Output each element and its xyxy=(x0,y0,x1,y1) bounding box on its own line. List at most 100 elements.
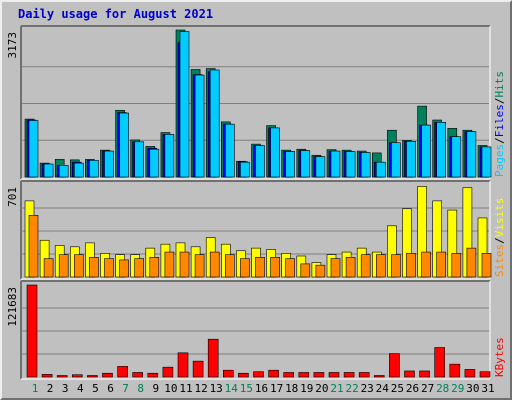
x-tick-label-1: 1 xyxy=(32,382,39,395)
bar-kbytes-day-14 xyxy=(223,369,234,378)
legend-entry-files: Files xyxy=(493,104,506,137)
x-tick-label-5: 5 xyxy=(92,382,99,395)
bar-sites-day-16 xyxy=(255,257,265,278)
bar-sites-day-23 xyxy=(360,254,371,278)
x-tick-label-19: 19 xyxy=(300,382,313,395)
bar-pages-day-20 xyxy=(315,156,326,178)
legend-separator: / xyxy=(493,137,506,144)
panel-background xyxy=(21,281,490,379)
x-tick-label-29: 29 xyxy=(451,382,464,395)
bar-sites-day-5 xyxy=(89,257,99,278)
x-tick-label-18: 18 xyxy=(285,382,298,395)
bar-sites-day-25 xyxy=(391,254,401,278)
bar-kbytes-day-1 xyxy=(26,284,38,378)
bar-pages-day-29 xyxy=(451,136,462,178)
bar-pages-day-24 xyxy=(375,161,386,178)
x-tick-label-7: 7 xyxy=(122,382,129,395)
bar-kbytes-day-5 xyxy=(87,375,98,378)
bar-pages-day-21 xyxy=(330,150,341,178)
bar-sites-day-9 xyxy=(149,257,160,278)
x-tick-label-31: 31 xyxy=(481,382,494,395)
bar-pages-day-31 xyxy=(481,146,492,178)
bar-sites-day-14 xyxy=(225,254,235,278)
bar-sites-day-18 xyxy=(285,258,296,278)
bar-sites-day-26 xyxy=(406,253,416,278)
bar-kbytes-day-12 xyxy=(192,360,204,378)
x-tick-label-4: 4 xyxy=(77,382,84,395)
bar-sites-day-19 xyxy=(300,263,311,278)
bar-pages-day-27 xyxy=(421,124,431,178)
bar-kbytes-day-10 xyxy=(162,366,174,378)
x-tick-label-21: 21 xyxy=(330,382,343,395)
bar-pages-day-19 xyxy=(300,150,311,178)
bar-pages-day-30 xyxy=(466,131,477,178)
y-max-label: 701 xyxy=(6,187,19,207)
bar-pages-day-11 xyxy=(179,31,190,178)
bar-pages-day-28 xyxy=(436,122,447,178)
bar-pages-day-5 xyxy=(89,160,99,178)
legend-entry-visits: Visits xyxy=(493,198,506,238)
bar-sites-day-31 xyxy=(481,253,492,278)
legend-visits-sites: Sites/Visits xyxy=(493,198,506,278)
bar-kbytes-day-19 xyxy=(298,372,310,378)
legend-hits-files-pages: Pages/Files/Hits xyxy=(493,71,506,177)
bar-sites-day-4 xyxy=(74,254,84,278)
bar-sites-day-15 xyxy=(240,258,250,278)
bar-pages-day-4 xyxy=(74,162,84,178)
bar-pages-day-8 xyxy=(134,141,144,178)
bar-sites-day-6 xyxy=(104,258,114,278)
bar-sites-day-29 xyxy=(451,253,462,278)
bar-pages-day-14 xyxy=(225,123,235,178)
bar-kbytes-day-15 xyxy=(238,372,249,378)
bar-pages-day-26 xyxy=(406,141,416,178)
bar-kbytes-day-27 xyxy=(419,370,430,378)
bar-sites-day-11 xyxy=(179,251,190,278)
bar-pages-day-18 xyxy=(285,151,296,178)
x-tick-label-22: 22 xyxy=(345,382,358,395)
chart-title: Daily usage for August 2021 xyxy=(18,7,214,21)
bar-pages-day-9 xyxy=(149,148,160,178)
bar-sites-day-7 xyxy=(119,259,129,278)
legend-kbytes: KBytes xyxy=(493,337,506,377)
x-tick-label-6: 6 xyxy=(107,382,114,395)
bar-sites-day-28 xyxy=(436,251,447,278)
bar-pages-day-1 xyxy=(28,120,39,178)
bar-pages-day-13 xyxy=(209,69,220,178)
bar-pages-day-17 xyxy=(270,127,280,178)
x-tick-label-12: 12 xyxy=(194,382,207,395)
bar-pages-day-15 xyxy=(240,161,250,178)
bar-sites-day-12 xyxy=(194,254,205,278)
legend-entry-kbytes: KBytes xyxy=(493,337,506,377)
bar-kbytes-day-22 xyxy=(343,372,355,378)
bar-pages-day-2 xyxy=(43,163,54,178)
bar-sites-day-8 xyxy=(134,258,144,278)
bar-kbytes-day-29 xyxy=(449,363,461,378)
bar-kbytes-day-17 xyxy=(268,369,279,378)
bar-kbytes-day-9 xyxy=(147,372,159,378)
legend-entry-sites: Sites xyxy=(493,244,506,277)
bar-kbytes-day-8 xyxy=(132,372,143,378)
x-tick-label-2: 2 xyxy=(47,382,54,395)
x-tick-label-8: 8 xyxy=(137,382,144,395)
x-tick-label-24: 24 xyxy=(376,382,390,395)
bar-kbytes-day-24 xyxy=(373,375,385,378)
bar-kbytes-day-30 xyxy=(464,369,476,378)
bar-sites-day-2 xyxy=(43,258,54,278)
bar-kbytes-day-13 xyxy=(207,338,219,378)
legend-separator: / xyxy=(493,237,506,244)
bar-sites-day-1 xyxy=(28,215,39,278)
bar-kbytes-day-28 xyxy=(434,347,446,378)
bar-kbytes-day-31 xyxy=(479,371,491,378)
x-tick-label-15: 15 xyxy=(240,382,253,395)
legend-entry-hits: Hits xyxy=(493,71,506,98)
bar-kbytes-day-16 xyxy=(253,371,264,378)
bar-pages-day-3 xyxy=(58,165,69,178)
bar-kbytes-day-3 xyxy=(56,375,68,378)
bar-pages-day-25 xyxy=(391,142,401,178)
bar-sites-day-24 xyxy=(375,254,386,278)
x-tick-label-28: 28 xyxy=(436,382,449,395)
legend-entry-pages: Pages xyxy=(493,144,506,177)
x-tick-label-25: 25 xyxy=(391,382,404,395)
x-tick-label-17: 17 xyxy=(270,382,283,395)
bar-sites-day-20 xyxy=(315,264,326,278)
